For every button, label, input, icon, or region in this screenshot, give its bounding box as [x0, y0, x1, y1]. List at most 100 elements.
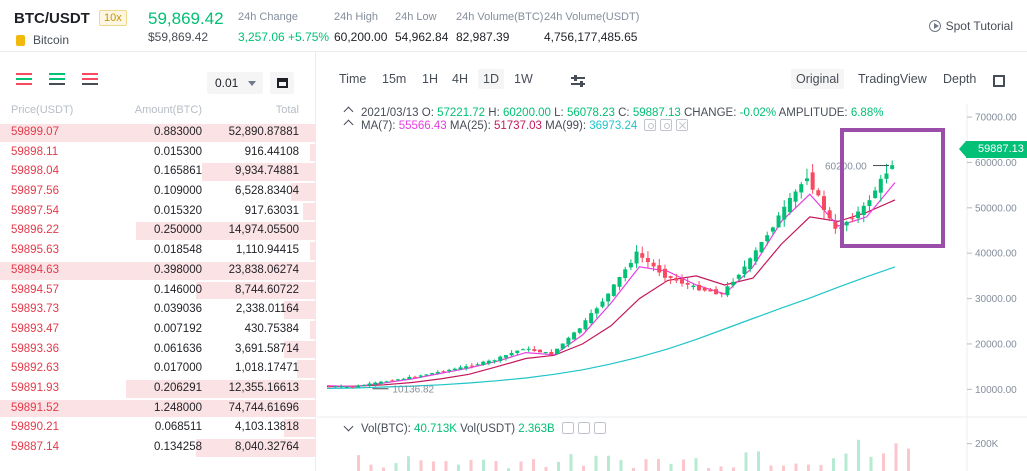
candle-body [748, 258, 753, 270]
row-amount: 0.134258 [154, 441, 202, 453]
interval-1h[interactable]: 1H [422, 72, 438, 86]
row-total: 430.75384 [244, 322, 299, 335]
coin-name[interactable]: Bitcoin [33, 33, 70, 47]
interval-time[interactable]: Time [339, 72, 367, 86]
candle-body [486, 360, 491, 364]
depth-bar [0, 261, 316, 280]
volume-bar [794, 463, 798, 471]
order-book-row[interactable]: 59897.56 0.109000 6,528.83404 [0, 182, 316, 202]
order-book-row[interactable]: 59897.54 0.015320 917.63031 [0, 202, 316, 222]
order-book-row[interactable]: 59887.14 0.134258 8,040.32764 [0, 438, 316, 458]
last-price-fiat: $59,869.42 [148, 30, 209, 44]
volume-bar [369, 464, 373, 471]
depth-bar [284, 419, 316, 437]
chevron-down-icon[interactable] [343, 421, 354, 432]
volume-bar [619, 459, 623, 471]
book-mode-bids-icon[interactable] [49, 73, 65, 85]
candle-body [583, 320, 588, 330]
order-book-row[interactable]: 59893.47 0.007192 430.75384 [0, 320, 316, 340]
candle-body [742, 266, 747, 275]
candle-body [645, 257, 650, 263]
precision-select[interactable]: 0.01 [207, 72, 263, 94]
ma7-value: 55566.43 [398, 120, 447, 132]
order-book-row[interactable]: 59898.04 0.165861 9,934.74881 [0, 162, 316, 182]
order-book-row[interactable]: 59890.21 0.068511 4,103.13818 [0, 418, 316, 438]
y-tick-label: 40000.00 [975, 249, 1017, 260]
row-price: 59892.63 [11, 362, 59, 375]
volume-bar [669, 463, 673, 471]
order-book-row[interactable]: 59892.63 0.017000 1,018.17471 [0, 359, 316, 379]
interval-15m[interactable]: 15m [382, 72, 407, 86]
interval-4h[interactable]: 4H [452, 72, 468, 86]
order-book-row[interactable]: 59891.93 0.206291 12,355.16613 [0, 379, 316, 399]
close-icon[interactable] [676, 119, 689, 131]
order-book-row[interactable]: 59893.36 0.061636 3,691.58714 [0, 340, 316, 360]
ma-line-ma25 [326, 199, 896, 388]
candle-body [799, 184, 804, 193]
book-mode-asks-icon[interactable] [82, 73, 98, 85]
settings-icon[interactable] [660, 119, 673, 131]
ma99-value: 36973.24 [589, 120, 638, 132]
row-total: 23,838.06274 [228, 263, 299, 276]
fullscreen-icon[interactable] [993, 75, 1005, 87]
volume-bar [507, 468, 510, 471]
view-tradingview[interactable]: TradingView [858, 72, 927, 86]
row-amount: 0.250000 [154, 224, 202, 237]
chevron-up-icon[interactable] [343, 106, 354, 117]
candle-body [617, 276, 622, 287]
eye-icon[interactable] [644, 119, 657, 131]
candle-body [538, 349, 542, 353]
book-settings-button[interactable] [270, 72, 294, 94]
settings-icon[interactable] [577, 422, 590, 434]
candle-body [890, 165, 895, 169]
candle-body [350, 386, 355, 388]
row-total: 9,934.74881 [235, 165, 299, 178]
candle-body [509, 352, 514, 356]
candle-body [401, 378, 406, 380]
book-mode-both-icon[interactable] [16, 73, 32, 85]
close-icon[interactable] [593, 422, 606, 434]
volume-bar [557, 461, 560, 471]
indicator-settings-icon[interactable] [571, 75, 585, 87]
volume-bar [457, 464, 460, 471]
order-book-row[interactable]: 59891.52 1.248000 74,744.61696 [0, 399, 316, 419]
order-book-row[interactable]: 59893.73 0.039036 2,338.01164 [0, 300, 316, 320]
interval-1d[interactable]: 1D [478, 69, 504, 89]
row-total: 6,528.83404 [235, 185, 299, 198]
candle-body [833, 221, 838, 229]
order-book-row[interactable]: 59898.11 0.015300 916.44108 [0, 143, 316, 163]
order-book-row[interactable]: 59895.63 0.018548 1,110.94415 [0, 241, 316, 261]
order-book-row[interactable]: 59896.22 0.250000 14,974.05500 [0, 221, 316, 241]
ma25-label: MA(25): [449, 120, 491, 132]
candle-body [418, 375, 423, 377]
stat-value: 82,987.39 [456, 30, 510, 44]
depth-bar [195, 281, 316, 300]
candle-body [827, 210, 832, 219]
order-book-row[interactable]: 59894.63 0.398000 23,838.06274 [0, 261, 316, 281]
candle-body [685, 282, 690, 285]
pair-symbol[interactable]: BTC/USDT [14, 10, 90, 27]
depth-bar [309, 242, 316, 260]
candle-body [464, 366, 469, 369]
row-total: 1,110.94415 [235, 244, 299, 257]
chevron-up-icon[interactable] [343, 119, 354, 130]
row-amount: 0.206291 [154, 381, 202, 394]
y-tick-label: 60000.00 [975, 158, 1017, 169]
candle-body [577, 328, 582, 333]
row-price: 59895.63 [11, 244, 59, 257]
row-amount: 0.015320 [154, 204, 202, 217]
order-book-row[interactable]: 59894.57 0.146000 8,744.60722 [0, 281, 316, 301]
leverage-badge[interactable]: 10x [99, 10, 127, 26]
eye-icon[interactable] [561, 422, 574, 434]
view-depth[interactable]: Depth [943, 72, 977, 86]
price-chart[interactable]: 10000.00 20000.00 30000.00 40000.00 50000.00… [317, 52, 1027, 471]
volume-bar [682, 459, 685, 471]
volume-bar [407, 456, 410, 471]
stat-value: 60,200.00 [334, 30, 388, 44]
order-book-row[interactable]: 59899.07 0.883000 52,890.87881 [0, 123, 316, 143]
ma25-value: 51737.03 [493, 120, 542, 132]
view-original[interactable]: Original [791, 69, 845, 89]
spot-tutorial-link[interactable]: Spot Tutorial [928, 19, 1013, 33]
interval-1w[interactable]: 1W [514, 72, 533, 86]
depth-bar [284, 340, 316, 359]
